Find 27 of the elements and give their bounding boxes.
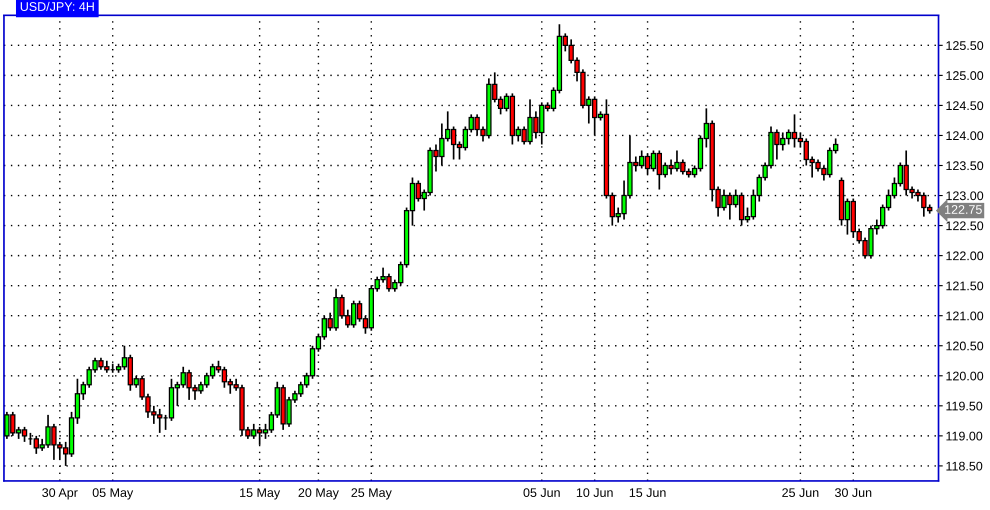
y-tick-label: 118.50 [946,462,982,471]
x-tick-label: 25 Jun [782,488,818,498]
y-tick-label: 119.00 [946,432,982,441]
x-tick-label: 30 Jun [835,488,872,498]
x-tick-label: 05 May [92,488,134,500]
y-tick-label: 125.50 [946,41,984,50]
y-tick-label: 121.50 [946,281,984,290]
chart-title: USD/JPY: 4H [20,2,94,12]
y-tick-label: 125.00 [946,71,984,80]
x-tick-label: 10 Jun [576,488,613,498]
y-tick-label: 122.50 [946,221,984,230]
x-tick-label: 15 May [240,488,280,500]
x-tick-label: 15 Jun [630,488,666,498]
y-tick-label: 123.00 [946,191,984,200]
y-tick-label: 123.50 [946,161,984,170]
y-tick-label: 122.00 [946,251,984,260]
y-tick-label: 124.00 [946,131,984,140]
y-tick-label: 119.50 [946,402,982,410]
y-tick-label: 120.50 [946,342,984,350]
x-tick-label: 05 Jun [523,488,560,498]
text: 122.75 [945,205,982,214]
x-tick-label: 30 Apr [42,488,78,500]
x-tick-label: 20 May [298,488,339,500]
x-tick-label: 25 May [351,488,392,500]
y-tick-label: 124.50 [946,101,984,110]
y-tick-label: 120.00 [946,372,984,380]
y-tick-label: 121.00 [946,312,984,320]
